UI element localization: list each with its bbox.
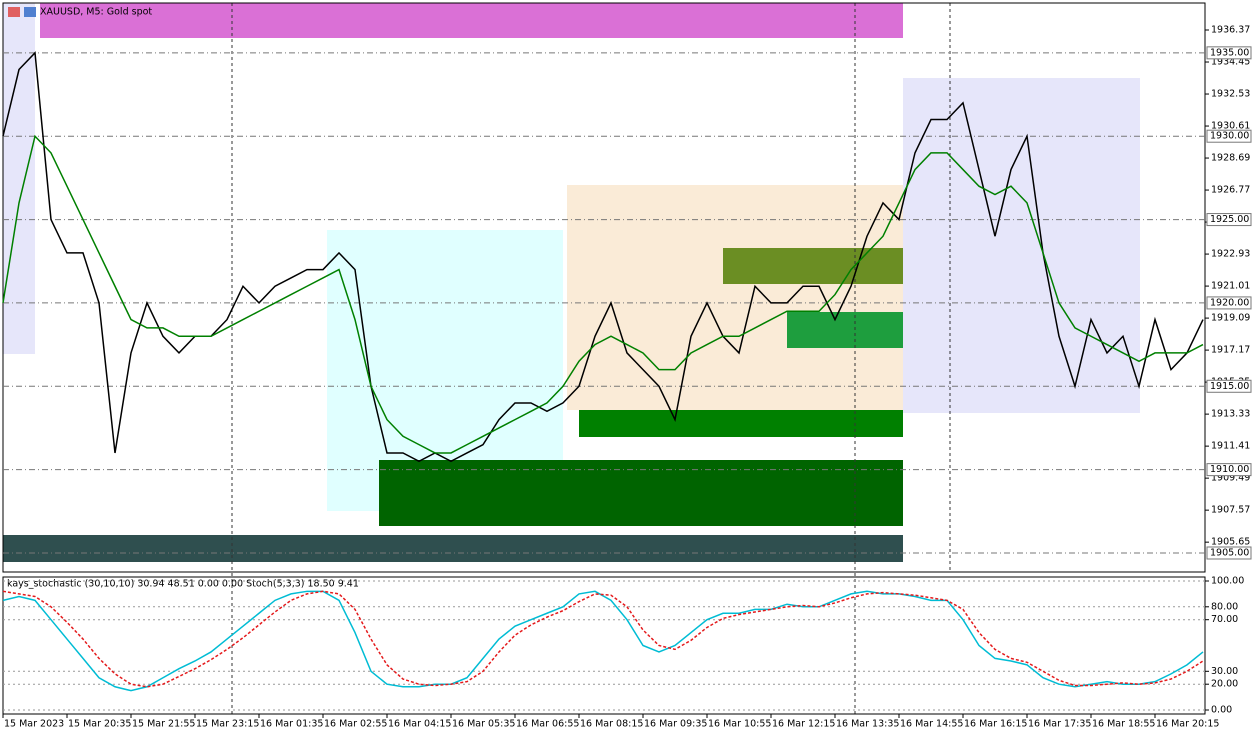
series-line — [2, 590, 1204, 688]
y-tick-label: 80.00 — [1211, 601, 1238, 612]
series-line — [2, 134, 1204, 454]
level-box — [1206, 546, 1252, 560]
level-box — [1206, 379, 1252, 393]
level-box — [1206, 129, 1252, 143]
y-tick-label: 1934.45 — [1211, 57, 1250, 68]
x-tick-label: 16 Mar 13:35 — [836, 719, 899, 730]
level-label: 1910.00 — [1210, 464, 1249, 475]
y-tick-label: 20.00 — [1211, 679, 1238, 690]
chart-title: XAUUSD, M5: Gold spot — [40, 7, 152, 18]
plot-frame — [2, 2, 1206, 573]
y-tick-label: 30.00 — [1211, 666, 1238, 677]
x-tick-label: 16 Mar 20:15 — [1156, 719, 1219, 730]
icon — [8, 7, 20, 17]
y-tick-label: 1917.17 — [1211, 345, 1250, 356]
x-tick-label: 15 Mar 21:55 — [132, 719, 195, 730]
zone — [379, 460, 903, 526]
y-tick-label: 1921.01 — [1211, 281, 1250, 292]
x-tick-label: 16 Mar 05:35 — [452, 719, 515, 730]
level-label: 1920.00 — [1210, 297, 1249, 308]
y-tick-label: 1926.77 — [1211, 185, 1250, 196]
level-label: 1915.00 — [1210, 381, 1249, 392]
y-tick-label: 70.00 — [1211, 614, 1238, 625]
zone — [903, 78, 1140, 413]
level-label: 1925.00 — [1210, 214, 1249, 225]
zone — [40, 3, 903, 38]
level-label: 1930.00 — [1210, 131, 1249, 142]
x-tick-label: 15 Mar 20:35 — [68, 719, 131, 730]
level-box — [1206, 213, 1252, 227]
zone — [579, 410, 903, 437]
y-tick-label: 1913.33 — [1211, 409, 1250, 420]
x-tick-label: 16 Mar 10:55 — [708, 719, 771, 730]
y-tick-label: 1932.53 — [1211, 89, 1250, 100]
x-tick-label: 16 Mar 09:35 — [644, 719, 707, 730]
zone — [567, 185, 903, 410]
zone — [787, 312, 903, 348]
x-tick-label: 16 Mar 16:15 — [964, 719, 1027, 730]
y-tick-label: 1905.65 — [1211, 537, 1250, 548]
y-tick-label: 1907.57 — [1211, 505, 1250, 516]
icon — [24, 7, 36, 17]
y-tick-label: 1919.09 — [1211, 313, 1250, 324]
y-tick-label: 1928.69 — [1211, 153, 1250, 164]
x-tick-label: 15 Mar 2023 — [4, 719, 64, 730]
series-line — [2, 590, 1204, 692]
level-box — [1206, 463, 1252, 477]
plot-frame — [2, 576, 1206, 715]
y-tick-label: 0.00 — [1211, 705, 1232, 716]
x-tick-label: 16 Mar 18:55 — [1092, 719, 1155, 730]
x-tick-label: 16 Mar 06:55 — [516, 719, 579, 730]
level-label: 1905.00 — [1210, 547, 1249, 558]
zone — [723, 248, 903, 284]
x-tick-label: 16 Mar 12:15 — [772, 719, 835, 730]
x-tick-label: 16 Mar 17:35 — [1028, 719, 1091, 730]
x-tick-label: 16 Mar 04:15 — [388, 719, 451, 730]
x-tick-label: 16 Mar 08:15 — [580, 719, 643, 730]
y-tick-label: 100.00 — [1211, 575, 1244, 586]
zone — [3, 3, 35, 354]
y-tick-label: 1930.61 — [1211, 121, 1250, 132]
x-tick-label: 16 Mar 14:55 — [900, 719, 963, 730]
x-tick-label: 16 Mar 01:35 — [260, 719, 323, 730]
level-box — [1206, 46, 1252, 60]
y-tick-label: 1909.49 — [1211, 473, 1250, 484]
x-tick-label: 16 Mar 02:55 — [324, 719, 387, 730]
y-tick-label: 1936.37 — [1211, 25, 1250, 36]
level-label: 1935.00 — [1210, 47, 1249, 58]
x-tick-label: 15 Mar 23:15 — [196, 719, 259, 730]
indicator-title: kays_stochastic (30,10,10) 30.94 48.51 0… — [7, 579, 359, 590]
level-box — [1206, 296, 1252, 310]
zone — [3, 535, 903, 562]
y-tick-label: 1911.41 — [1211, 441, 1250, 452]
y-tick-label: 1922.93 — [1211, 249, 1250, 260]
zones — [3, 3, 1140, 714]
